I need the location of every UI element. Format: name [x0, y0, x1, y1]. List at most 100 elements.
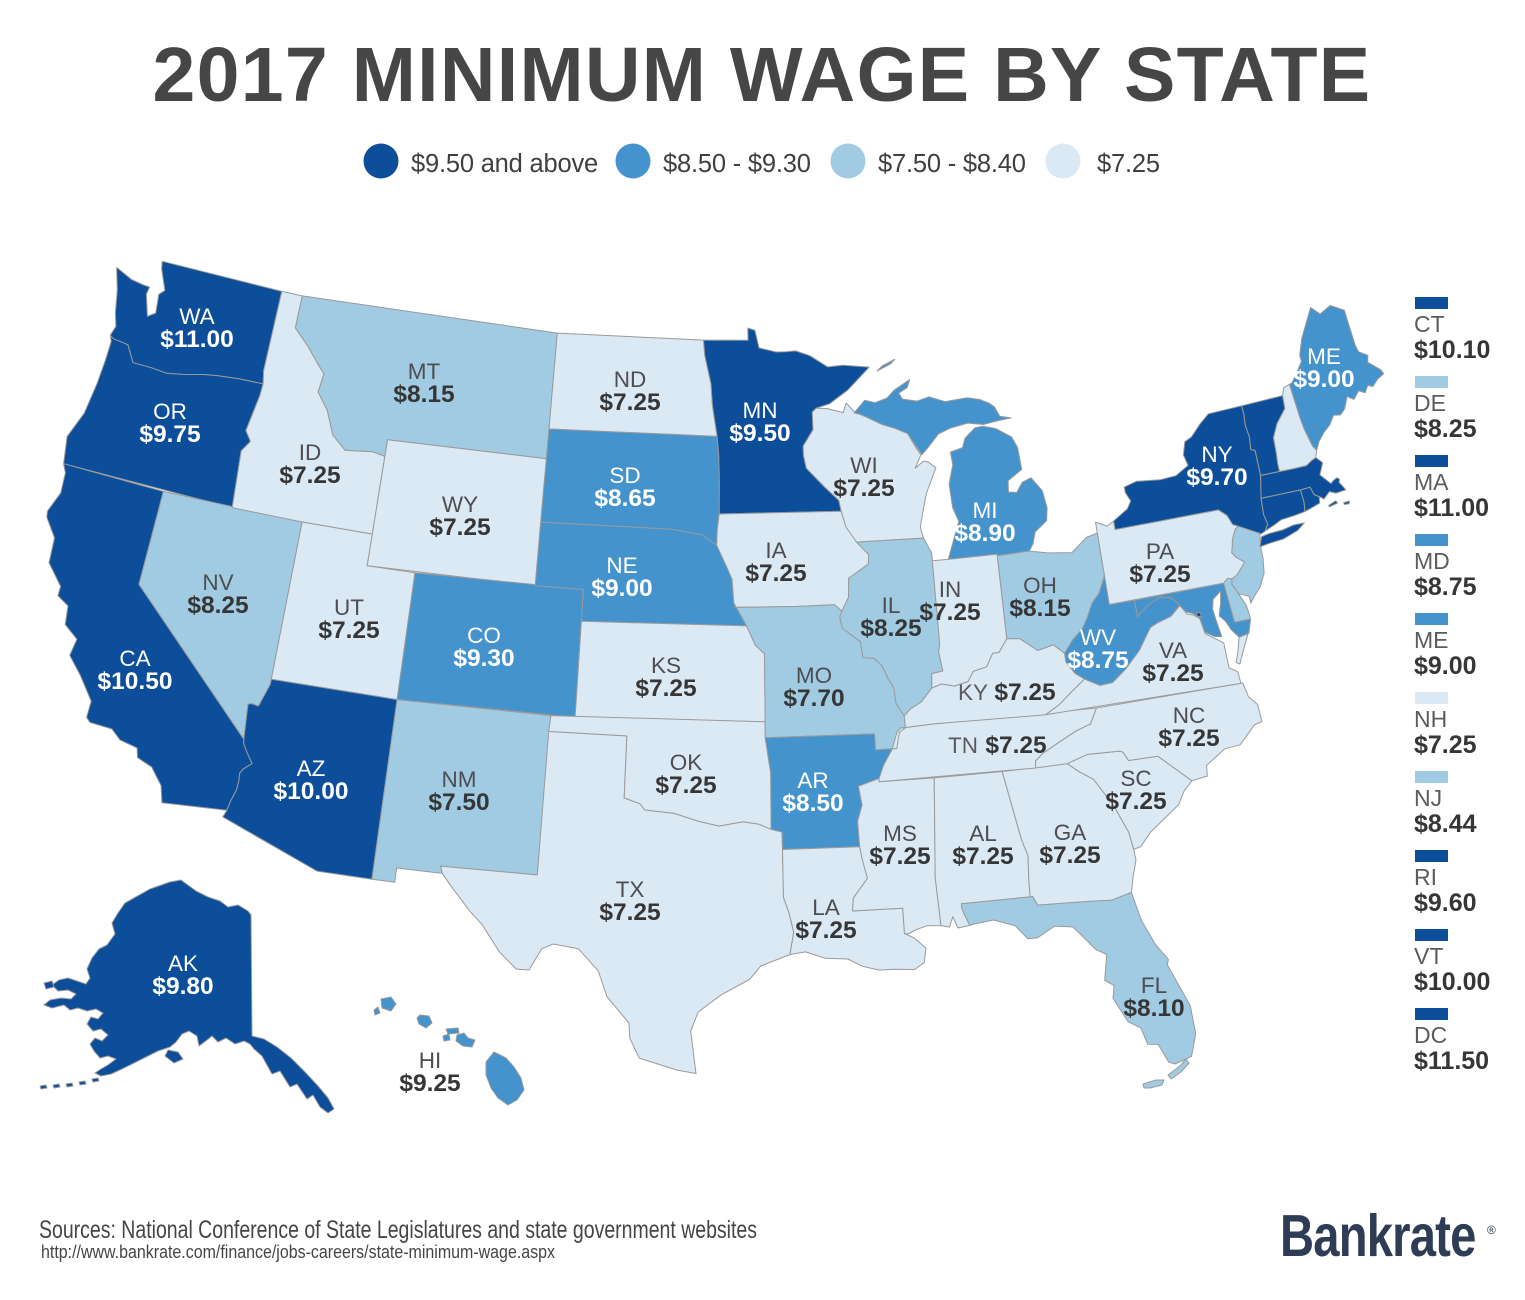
svg-text:$7.25: $7.25: [1129, 561, 1190, 588]
svg-text:$7.25: $7.25: [795, 917, 856, 944]
svg-text:$7.25: $7.25: [279, 462, 340, 489]
svg-text:OK: OK: [670, 750, 703, 775]
svg-text:PA: PA: [1146, 539, 1174, 564]
svg-text:$7.25: $7.25: [745, 560, 806, 587]
svg-text:KS: KS: [651, 653, 681, 678]
svg-text:NM: NM: [442, 767, 477, 792]
svg-text:AK: AK: [168, 951, 198, 976]
svg-text:$9.00: $9.00: [1414, 652, 1477, 680]
svg-text:CT: CT: [1414, 311, 1445, 337]
svg-text:$8.15: $8.15: [393, 381, 454, 408]
svg-text:NE: NE: [606, 553, 637, 578]
svg-text:$7.25: $7.25: [655, 772, 716, 799]
svg-text:CO: CO: [467, 623, 501, 648]
svg-text:$8.90: $8.90: [954, 520, 1015, 547]
svg-text:$8.65: $8.65: [594, 485, 655, 512]
svg-text:IN: IN: [939, 577, 962, 602]
svg-text:SD: SD: [609, 463, 640, 488]
svg-text:OR: OR: [153, 399, 187, 424]
svg-text:GA: GA: [1054, 820, 1087, 845]
svg-text:LA: LA: [812, 895, 840, 920]
svg-text:$7.25: $7.25: [599, 899, 660, 926]
svg-text:FL: FL: [1141, 973, 1167, 998]
svg-text:MS: MS: [883, 821, 917, 846]
svg-text:$10.10: $10.10: [1414, 336, 1490, 364]
svg-text:$7.50: $7.50: [428, 789, 489, 816]
svg-text:AL: AL: [969, 821, 997, 846]
svg-text:$7.25: $7.25: [1142, 660, 1203, 687]
svg-text:AZ: AZ: [297, 756, 326, 781]
svg-text:$10.50: $10.50: [98, 668, 173, 695]
svg-text:$7.25: $7.25: [1105, 788, 1166, 815]
svg-text:$7.25: $7.25: [994, 679, 1055, 706]
svg-text:$9.00: $9.00: [591, 575, 652, 602]
svg-text:$7.25: $7.25: [869, 843, 930, 870]
svg-text:$11.00: $11.00: [1414, 494, 1489, 522]
svg-text:CA: CA: [119, 646, 150, 671]
svg-text:VT: VT: [1414, 943, 1443, 969]
svg-text:RI: RI: [1414, 864, 1437, 890]
svg-text:$8.75: $8.75: [1414, 573, 1477, 601]
svg-text:2017 MINIMUM WAGE BY STATE: 2017 MINIMUM WAGE BY STATE: [153, 32, 1372, 118]
svg-text:$8.44: $8.44: [1414, 810, 1477, 838]
svg-text:$7.25: $7.25: [635, 675, 696, 702]
svg-text:UT: UT: [334, 595, 364, 620]
svg-text:TN: TN: [948, 733, 978, 758]
svg-text:$8.15: $8.15: [1009, 595, 1070, 622]
svg-text:$7.25: $7.25: [1039, 842, 1100, 869]
svg-text:NC: NC: [1173, 703, 1206, 728]
svg-text:NV: NV: [202, 570, 233, 595]
svg-text:$8.10: $8.10: [1123, 995, 1184, 1022]
svg-text:MD: MD: [1414, 548, 1450, 574]
svg-text:$8.75: $8.75: [1067, 647, 1128, 674]
svg-text:ND: ND: [614, 367, 647, 392]
svg-text:ID: ID: [299, 440, 322, 465]
svg-text:WA: WA: [179, 304, 214, 329]
svg-text:$7.25: $7.25: [429, 514, 490, 541]
svg-text:WY: WY: [442, 492, 478, 517]
svg-text:$7.25: $7.25: [985, 732, 1046, 759]
svg-text:$9.50 and above: $9.50 and above: [411, 150, 598, 178]
svg-text:WI: WI: [850, 453, 878, 478]
svg-text:$7.25: $7.25: [919, 599, 980, 626]
svg-text:HI: HI: [419, 1048, 442, 1073]
svg-text:DE: DE: [1414, 390, 1446, 416]
svg-text:NJ: NJ: [1414, 785, 1442, 811]
svg-text:NH: NH: [1414, 706, 1447, 732]
svg-text:$9.75: $9.75: [139, 421, 200, 448]
svg-text:MT: MT: [408, 359, 441, 384]
svg-text:$8.50: $8.50: [782, 790, 843, 817]
svg-text:$7.25: $7.25: [318, 617, 379, 644]
svg-text:$9.50: $9.50: [729, 420, 790, 447]
svg-text:$9.80: $9.80: [152, 973, 213, 1000]
svg-text:$8.25: $8.25: [860, 615, 921, 642]
svg-text:$9.60: $9.60: [1414, 889, 1477, 917]
svg-text:$7.25: $7.25: [833, 475, 894, 502]
svg-text:ME: ME: [1307, 344, 1341, 369]
svg-text:$9.00: $9.00: [1293, 366, 1354, 393]
svg-text:$11.50: $11.50: [1414, 1047, 1489, 1075]
svg-text:$8.50 - $9.30: $8.50 - $9.30: [663, 150, 811, 178]
svg-text:$9.30: $9.30: [453, 645, 514, 672]
svg-text:http://www.bankrate.com/financ: http://www.bankrate.com/finance/jobs-car…: [41, 1242, 555, 1262]
svg-text:$10.00: $10.00: [1414, 968, 1490, 996]
svg-text:TX: TX: [616, 877, 645, 902]
svg-text:$7.25: $7.25: [1097, 150, 1160, 178]
svg-text:$9.70: $9.70: [1186, 464, 1247, 491]
svg-text:$7.25: $7.25: [1414, 731, 1477, 759]
svg-text:OH: OH: [1023, 573, 1057, 598]
svg-text:$8.25: $8.25: [1414, 415, 1477, 443]
svg-text:$7.25: $7.25: [952, 843, 1013, 870]
svg-text:®: ®: [1487, 1223, 1496, 1237]
svg-text:$9.25: $9.25: [399, 1070, 460, 1097]
svg-text:$7.25: $7.25: [1158, 725, 1219, 752]
svg-text:WV: WV: [1080, 625, 1116, 650]
svg-text:$11.00: $11.00: [160, 326, 234, 353]
svg-text:ME: ME: [1414, 627, 1449, 653]
svg-text:SC: SC: [1120, 766, 1151, 791]
svg-text:NY: NY: [1201, 442, 1232, 467]
svg-text:MN: MN: [743, 398, 778, 423]
svg-text:$8.25: $8.25: [187, 592, 248, 619]
svg-text:AR: AR: [797, 768, 828, 793]
svg-text:$7.50 - $8.40: $7.50 - $8.40: [878, 150, 1026, 178]
